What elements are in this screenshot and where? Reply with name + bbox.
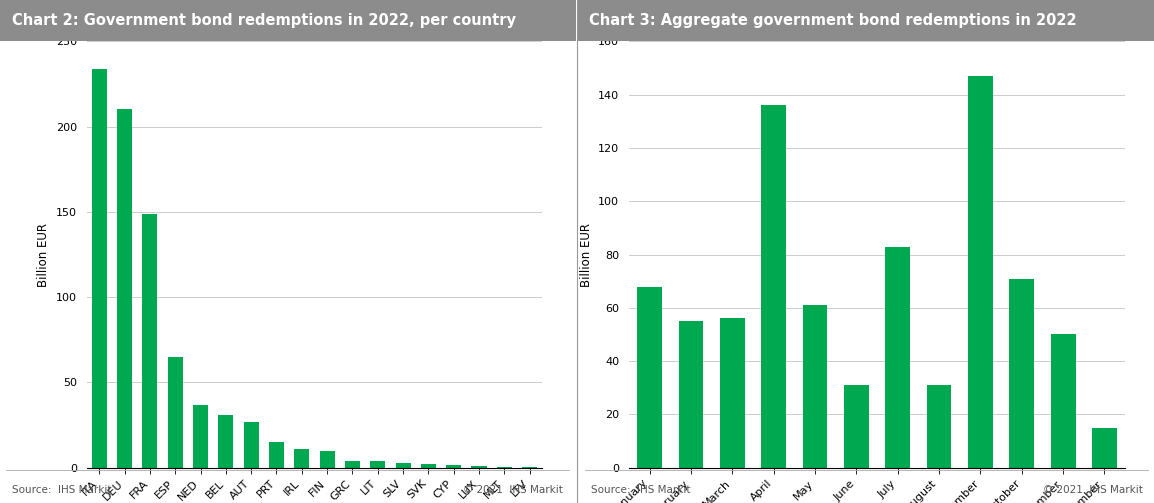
Text: Source:  IHS Markit: Source: IHS Markit bbox=[12, 485, 111, 495]
Y-axis label: Billion EUR: Billion EUR bbox=[579, 222, 592, 287]
Bar bbox=[117, 110, 132, 468]
Bar bbox=[496, 467, 512, 468]
Bar bbox=[243, 422, 258, 468]
Bar bbox=[396, 463, 411, 468]
Bar bbox=[762, 105, 786, 468]
Bar bbox=[844, 385, 869, 468]
Bar bbox=[522, 467, 538, 468]
Bar bbox=[1092, 428, 1117, 468]
Text: Chart 3: Aggregate government bond redemptions in 2022: Chart 3: Aggregate government bond redem… bbox=[589, 13, 1077, 28]
Bar bbox=[927, 385, 951, 468]
Bar bbox=[720, 318, 744, 468]
Bar bbox=[1010, 279, 1034, 468]
Bar bbox=[421, 464, 436, 468]
Bar bbox=[269, 442, 284, 468]
Text: © 2021  IHS Markit: © 2021 IHS Markit bbox=[463, 485, 563, 495]
Text: Chart 2: Government bond redemptions in 2022, per country: Chart 2: Government bond redemptions in … bbox=[12, 13, 516, 28]
Bar bbox=[1050, 334, 1076, 468]
Bar bbox=[968, 76, 992, 468]
Bar bbox=[193, 404, 208, 468]
Bar bbox=[447, 465, 462, 468]
Text: Source:  IHS Markit: Source: IHS Markit bbox=[591, 485, 690, 495]
Bar bbox=[167, 357, 182, 468]
Bar bbox=[345, 461, 360, 468]
Bar bbox=[218, 415, 233, 468]
Bar bbox=[637, 287, 662, 468]
Bar bbox=[320, 451, 335, 468]
Bar bbox=[370, 461, 385, 468]
Bar bbox=[802, 305, 827, 468]
Bar bbox=[91, 68, 107, 468]
Bar bbox=[142, 214, 157, 468]
Text: © 2021  IHS Markit: © 2021 IHS Markit bbox=[1042, 485, 1142, 495]
Bar bbox=[679, 321, 704, 468]
Bar bbox=[294, 449, 309, 468]
Bar bbox=[472, 466, 487, 468]
Y-axis label: Billion EUR: Billion EUR bbox=[37, 222, 50, 287]
Bar bbox=[885, 246, 911, 468]
